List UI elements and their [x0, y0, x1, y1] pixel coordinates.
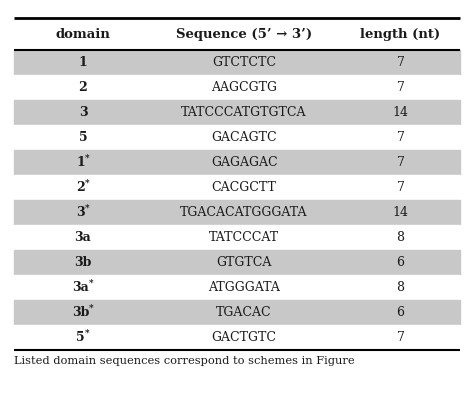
Text: 5: 5: [76, 331, 85, 345]
Text: GACTGTC: GACTGTC: [211, 331, 277, 345]
Text: 14: 14: [392, 107, 409, 119]
Text: 2: 2: [79, 81, 87, 94]
Bar: [14, 200, 460, 225]
Text: *: *: [85, 329, 90, 338]
Text: TATCCCATGTGTCA: TATCCCATGTGTCA: [182, 107, 307, 119]
Bar: [14, 175, 460, 200]
Bar: [14, 326, 460, 350]
Text: GACAGTC: GACAGTC: [211, 131, 277, 144]
Text: *: *: [85, 154, 90, 163]
Text: *: *: [88, 279, 93, 288]
Text: GTCTCTC: GTCTCTC: [212, 56, 276, 69]
Text: 3a: 3a: [74, 231, 91, 244]
Bar: [14, 225, 460, 250]
Text: *: *: [85, 179, 90, 188]
Text: *: *: [85, 204, 90, 213]
Text: 7: 7: [397, 131, 404, 144]
Text: TGACACATGGGATA: TGACACATGGGATA: [181, 206, 308, 219]
Bar: [14, 75, 460, 100]
Text: *: *: [88, 304, 93, 313]
Bar: [14, 301, 460, 326]
Text: ATGGGATA: ATGGGATA: [208, 282, 280, 294]
Text: 14: 14: [392, 206, 409, 219]
Text: 7: 7: [397, 156, 404, 169]
Text: TATCCCAT: TATCCCAT: [209, 231, 279, 244]
Text: 8: 8: [397, 231, 404, 244]
Text: 7: 7: [397, 181, 404, 194]
Bar: [14, 18, 460, 50]
Text: 3b: 3b: [74, 257, 91, 269]
Text: 3: 3: [76, 206, 85, 219]
Bar: [14, 100, 460, 125]
Text: 3: 3: [79, 107, 87, 119]
Text: GAGAGAC: GAGAGAC: [211, 156, 277, 169]
Text: 8: 8: [397, 282, 404, 294]
Text: GTGTCA: GTGTCA: [217, 257, 272, 269]
Text: AAGCGTG: AAGCGTG: [211, 81, 277, 94]
Text: 2: 2: [76, 181, 85, 194]
Text: 5: 5: [79, 131, 87, 144]
Text: 1: 1: [76, 156, 85, 169]
Bar: [14, 150, 460, 175]
Text: 6: 6: [397, 257, 404, 269]
Text: 6: 6: [397, 307, 404, 320]
Bar: [14, 125, 460, 150]
Text: domain: domain: [55, 28, 110, 40]
Bar: [14, 50, 460, 75]
Text: 1: 1: [79, 56, 87, 69]
Text: Sequence (5’ → 3’): Sequence (5’ → 3’): [176, 28, 312, 40]
Text: CACGCTT: CACGCTT: [212, 181, 276, 194]
Text: 7: 7: [397, 331, 404, 345]
Text: 3a: 3a: [72, 282, 89, 294]
Bar: [14, 250, 460, 275]
Text: Listed domain sequences correspond to schemes in Figure: Listed domain sequences correspond to sc…: [14, 356, 355, 366]
Text: 7: 7: [397, 81, 404, 94]
Text: 3b: 3b: [72, 307, 89, 320]
Text: 7: 7: [397, 56, 404, 69]
Bar: [14, 276, 460, 301]
Text: length (nt): length (nt): [360, 28, 441, 40]
Text: TGACAC: TGACAC: [216, 307, 272, 320]
